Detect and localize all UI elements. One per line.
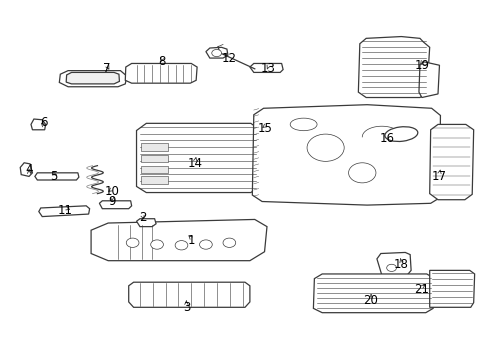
Text: 19: 19 <box>415 59 429 72</box>
Text: 10: 10 <box>105 185 120 198</box>
Circle shape <box>151 240 163 249</box>
Text: 16: 16 <box>379 132 394 145</box>
Polygon shape <box>137 123 260 193</box>
Ellipse shape <box>385 127 418 141</box>
Polygon shape <box>39 206 90 217</box>
Polygon shape <box>419 62 440 98</box>
Bar <box>142 143 168 150</box>
Polygon shape <box>250 63 283 72</box>
Circle shape <box>199 240 212 249</box>
Text: 1: 1 <box>188 234 195 247</box>
Ellipse shape <box>290 118 317 131</box>
Circle shape <box>126 238 139 247</box>
Circle shape <box>223 238 236 247</box>
Bar <box>142 166 168 173</box>
Circle shape <box>212 49 221 57</box>
Polygon shape <box>31 119 46 130</box>
Circle shape <box>307 134 344 161</box>
Circle shape <box>387 264 396 271</box>
Polygon shape <box>99 201 132 209</box>
Text: 8: 8 <box>158 55 166 68</box>
Text: 13: 13 <box>261 62 276 75</box>
Polygon shape <box>91 220 267 261</box>
Polygon shape <box>358 37 430 98</box>
Polygon shape <box>129 282 250 307</box>
Polygon shape <box>125 63 197 83</box>
Circle shape <box>348 163 376 183</box>
Text: 15: 15 <box>258 122 273 135</box>
Polygon shape <box>206 47 228 58</box>
Polygon shape <box>137 219 156 226</box>
Polygon shape <box>66 72 120 84</box>
Polygon shape <box>377 252 411 275</box>
Text: 4: 4 <box>25 163 33 176</box>
Polygon shape <box>430 270 475 307</box>
Polygon shape <box>430 125 474 200</box>
Polygon shape <box>252 105 441 205</box>
Text: 12: 12 <box>222 51 237 64</box>
Text: 14: 14 <box>188 157 203 170</box>
Text: 2: 2 <box>139 211 146 224</box>
Text: 20: 20 <box>364 294 378 307</box>
Polygon shape <box>314 274 435 313</box>
Text: 9: 9 <box>108 195 116 208</box>
Bar <box>142 155 168 162</box>
Bar <box>142 176 168 184</box>
Text: 7: 7 <box>103 62 111 75</box>
Text: 3: 3 <box>183 301 190 314</box>
Text: 18: 18 <box>394 258 409 271</box>
Text: 6: 6 <box>40 116 48 129</box>
Text: 17: 17 <box>432 170 447 183</box>
Polygon shape <box>20 163 32 176</box>
Text: 11: 11 <box>58 204 73 217</box>
Polygon shape <box>59 71 127 87</box>
Polygon shape <box>35 173 79 180</box>
Circle shape <box>175 240 188 250</box>
Text: 5: 5 <box>50 170 57 183</box>
Text: 21: 21 <box>415 283 429 296</box>
